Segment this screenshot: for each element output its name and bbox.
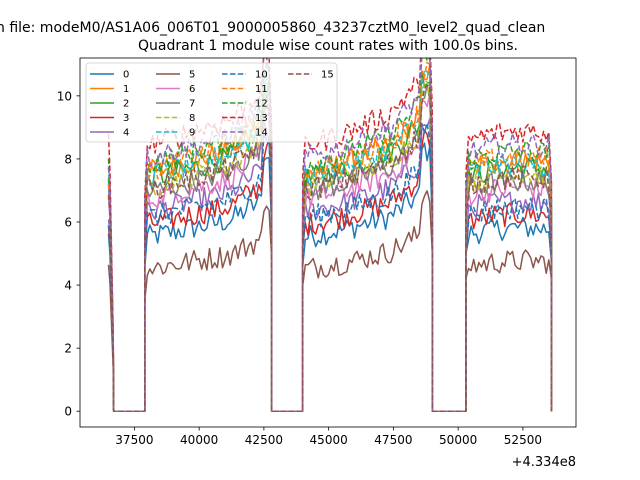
- y-tick-label: 10: [57, 89, 72, 103]
- y-tick-label: 0: [64, 405, 72, 419]
- legend-label-2: 2: [123, 99, 129, 110]
- chart-title: Quadrant 1 module wise count rates with …: [138, 38, 518, 54]
- figure-suptitle: n file: modeM0/AS1A06_006T01_9000005860_…: [0, 20, 545, 36]
- legend-label-13: 13: [255, 113, 268, 124]
- legend-label-12: 12: [255, 99, 268, 110]
- legend-label-4: 4: [123, 128, 129, 139]
- x-tick-label: 40000: [180, 433, 218, 447]
- x-offset-label: +4.334e8: [512, 455, 576, 470]
- y-tick-label: 4: [64, 279, 72, 293]
- legend-label-15: 15: [321, 70, 334, 81]
- x-tick-label: 37500: [115, 433, 153, 447]
- legend-label-7: 7: [189, 99, 195, 110]
- axes-frame: [79, 57, 577, 428]
- series-group: [107, 58, 553, 412]
- series-line-13: [107, 58, 553, 412]
- series-line-3: [107, 129, 553, 412]
- series-line-10: [107, 122, 553, 412]
- series-line-12: [107, 58, 553, 412]
- legend-label-1: 1: [123, 84, 129, 95]
- series-line-5: [107, 190, 553, 412]
- y-tick-label: 6: [64, 216, 72, 230]
- legend-label-14: 14: [255, 128, 268, 139]
- series-line-6: [107, 93, 553, 412]
- legend-label-8: 8: [189, 113, 195, 124]
- legend-label-5: 5: [189, 70, 195, 81]
- series-line-15: [107, 84, 553, 412]
- legend-box: [85, 62, 338, 143]
- plot-area: 37500 40000 42500 45000 47500 50000 52500 0 2 4 6 8…: [57, 57, 577, 447]
- x-tick-label: 45000: [310, 433, 348, 447]
- x-tick-label: 50000: [439, 433, 477, 447]
- legend-label-10: 10: [255, 70, 268, 81]
- legend-label-3: 3: [123, 113, 129, 124]
- x-tick-label: 42500: [245, 433, 283, 447]
- legend-label-9: 9: [189, 128, 195, 139]
- legend-label-0: 0: [123, 70, 129, 81]
- x-tick-label: 52500: [504, 433, 542, 447]
- legend-label-6: 6: [189, 84, 195, 95]
- legend-label-11: 11: [255, 84, 268, 95]
- y-tick-label: 2: [64, 342, 72, 356]
- series-line-9: [107, 68, 553, 412]
- series-line-8: [107, 80, 553, 412]
- y-tick-label: 8: [64, 152, 72, 166]
- x-tick-label: 47500: [374, 433, 412, 447]
- series-line-11: [107, 61, 553, 412]
- series-line-2: [107, 72, 553, 412]
